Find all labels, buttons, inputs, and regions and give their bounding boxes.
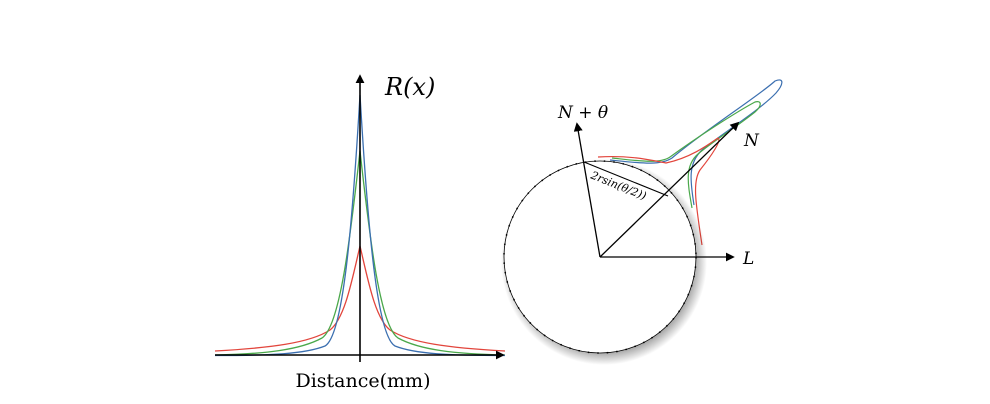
left-plot: R(x) Distance(mm) <box>214 73 506 392</box>
green-lobe <box>611 101 761 209</box>
red-lobe <box>597 137 720 246</box>
chord-line <box>583 161 669 197</box>
label-l: L <box>742 249 754 269</box>
right-diagram: N + θ N L 2rsin(θ/2)) <box>501 79 783 365</box>
y-axis-label: R(x) <box>384 73 435 101</box>
n-theta-vector <box>573 122 601 258</box>
label-n: N <box>743 131 760 151</box>
label-n-theta: N + θ <box>557 103 608 123</box>
x-axis-label: Distance(mm) <box>295 370 430 392</box>
n-vector <box>599 121 740 258</box>
